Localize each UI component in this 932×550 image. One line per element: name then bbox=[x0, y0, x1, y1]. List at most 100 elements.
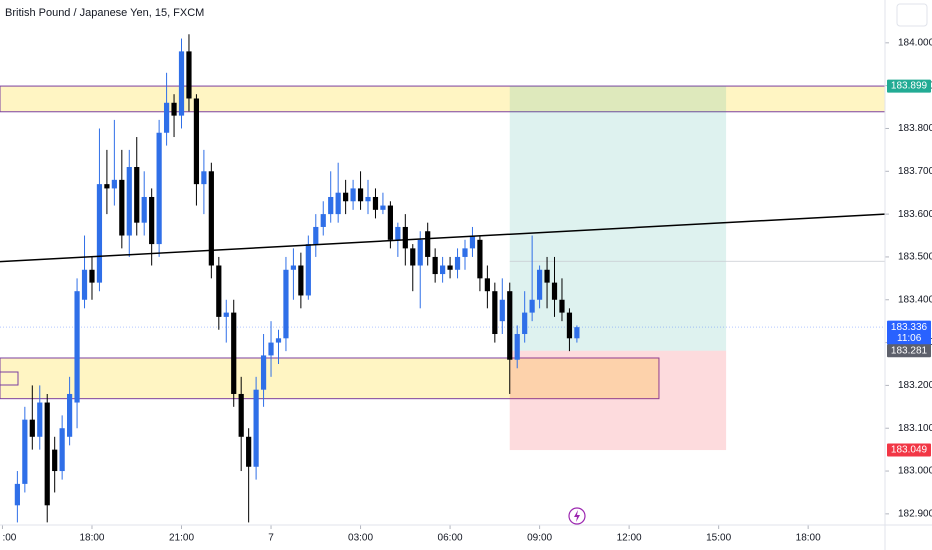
x-tick-label: :00 bbox=[2, 533, 16, 544]
candle-body bbox=[208, 171, 214, 266]
candle-body bbox=[417, 239, 423, 266]
candle-body bbox=[216, 265, 222, 317]
candle-body bbox=[387, 205, 393, 240]
candle-body bbox=[440, 265, 446, 275]
candle-body bbox=[223, 312, 229, 317]
candle-body bbox=[462, 248, 468, 257]
candle-body bbox=[290, 265, 297, 270]
candle-body bbox=[454, 256, 461, 270]
candle-body bbox=[193, 98, 200, 185]
y-tick-label: 184.000 bbox=[898, 37, 932, 48]
profit-area bbox=[509, 86, 727, 351]
candle-body bbox=[425, 231, 431, 257]
zone bbox=[0, 357, 660, 400]
candle-body bbox=[357, 188, 364, 202]
candle-body bbox=[171, 102, 177, 116]
candle-body bbox=[432, 256, 438, 275]
x-tick-label: 18:00 bbox=[796, 533, 821, 544]
candle-body bbox=[104, 184, 110, 189]
price-label-box bbox=[887, 79, 931, 93]
candle-body bbox=[372, 196, 379, 210]
y-tick-label: 183.600 bbox=[898, 209, 932, 220]
candle-body bbox=[536, 269, 543, 300]
candle-body bbox=[134, 167, 140, 223]
candle-body bbox=[44, 402, 50, 506]
candle-body bbox=[305, 244, 311, 296]
candle-body bbox=[89, 269, 95, 283]
y-tick-label: 183.000 bbox=[898, 466, 932, 477]
candle-body bbox=[328, 196, 334, 215]
candle-body bbox=[81, 269, 88, 300]
candle-body bbox=[477, 239, 483, 279]
candle-body bbox=[186, 51, 192, 99]
candle-body bbox=[253, 389, 259, 467]
price-label: 183.899 bbox=[891, 81, 928, 92]
trendline bbox=[0, 213, 886, 263]
y-tick-label: 183.100 bbox=[898, 423, 932, 434]
candle-body bbox=[514, 334, 520, 360]
price-label-box bbox=[887, 443, 931, 457]
y-tick-label: 183.500 bbox=[898, 252, 932, 263]
candle-body bbox=[156, 132, 162, 245]
candle-body bbox=[119, 179, 125, 236]
candle-body bbox=[96, 184, 103, 283]
candle-body bbox=[566, 312, 573, 339]
plot-layer bbox=[0, 34, 889, 529]
y-tick-label: 183.200 bbox=[898, 380, 932, 391]
zone bbox=[0, 85, 886, 113]
candle-body bbox=[59, 428, 65, 472]
x-tick-label: 7 bbox=[268, 533, 274, 544]
candle-body bbox=[507, 291, 513, 360]
candle-body bbox=[178, 51, 185, 116]
countdown-label: 11:06 bbox=[897, 333, 922, 344]
loss-area bbox=[509, 350, 727, 451]
candle-body bbox=[149, 196, 155, 245]
y-tick-label: 182.900 bbox=[898, 509, 932, 520]
price-label-box bbox=[887, 320, 931, 345]
price-label: 183.049 bbox=[891, 445, 928, 456]
candle-body bbox=[14, 483, 20, 506]
price-label: 183.281 bbox=[891, 345, 928, 356]
candle-body bbox=[111, 179, 117, 189]
candle-body bbox=[492, 291, 498, 335]
candle-body bbox=[260, 355, 267, 390]
x-tick-label: 12:00 bbox=[617, 533, 642, 544]
y-tick-label: 183.400 bbox=[898, 294, 932, 305]
chart-title: British Pound / Japanese Yen, 15, FXCM bbox=[5, 7, 204, 19]
candle-body bbox=[246, 436, 252, 467]
candle-body bbox=[238, 393, 244, 437]
candle-body bbox=[484, 278, 490, 292]
candle-body bbox=[380, 205, 386, 210]
candle-body bbox=[365, 196, 371, 202]
settings-box[interactable] bbox=[896, 3, 928, 27]
x-tick-label: 09:00 bbox=[527, 533, 552, 544]
candle-body bbox=[343, 192, 349, 202]
candle-body bbox=[298, 265, 304, 296]
candle-body bbox=[141, 196, 147, 223]
candle-body bbox=[52, 449, 58, 472]
candle-body bbox=[522, 312, 528, 335]
candle-body bbox=[320, 214, 326, 227]
price-label-box bbox=[887, 344, 931, 358]
candle-body bbox=[350, 188, 356, 202]
candle-body bbox=[447, 265, 453, 270]
candle-body bbox=[410, 248, 416, 266]
candle-body bbox=[74, 291, 80, 403]
candle-body bbox=[395, 226, 401, 240]
candle-body bbox=[559, 299, 565, 313]
candle-body bbox=[402, 226, 408, 249]
candle-body bbox=[544, 269, 550, 283]
x-tick-label: 06:00 bbox=[438, 533, 463, 544]
price-label: 183.336 bbox=[891, 322, 928, 333]
x-tick-label: 15:00 bbox=[706, 533, 731, 544]
candle-body bbox=[67, 393, 73, 437]
x-tick-label: 03:00 bbox=[348, 533, 373, 544]
x-tick-label: 21:00 bbox=[169, 533, 194, 544]
candle-body bbox=[22, 419, 28, 484]
candle-body bbox=[499, 299, 505, 322]
candle-body bbox=[163, 102, 170, 133]
candle-body bbox=[574, 327, 580, 339]
